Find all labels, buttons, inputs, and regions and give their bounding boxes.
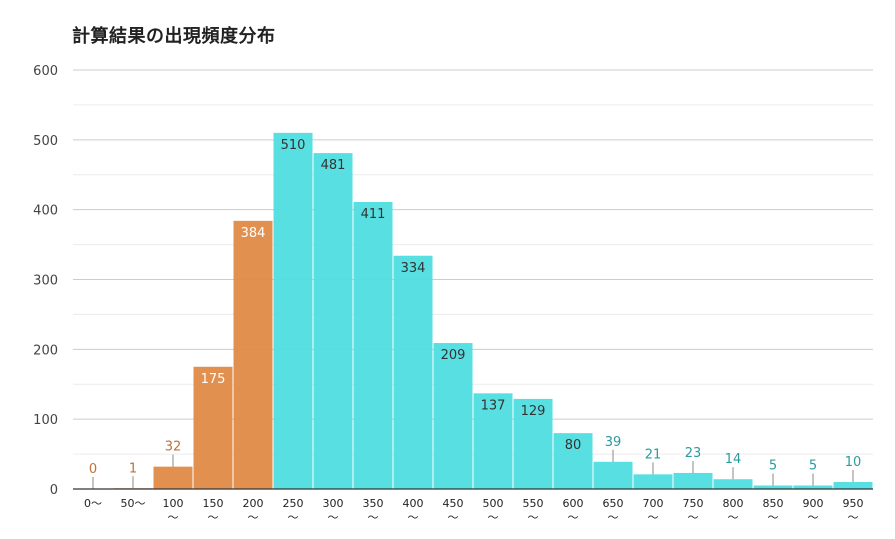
data-label: 0 [89, 462, 97, 477]
data-label: 32 [165, 440, 182, 455]
x-tick-label: 50〜 [121, 497, 146, 510]
data-label: 137 [481, 398, 506, 413]
x-tick-label: 550 〜 [523, 497, 544, 524]
data-label: 481 [321, 158, 346, 173]
x-tick-label: 200 〜 [243, 497, 264, 524]
x-tick-label: 800 〜 [723, 497, 744, 524]
y-axis: 0 100 200 300 400 500 600 [33, 64, 58, 498]
data-label: 21 [645, 447, 662, 462]
data-label: 5 [769, 459, 777, 474]
bar[interactable] [553, 433, 593, 489]
y-tick-label: 600 [33, 64, 58, 79]
data-label: 384 [241, 226, 266, 241]
data-label: 10 [845, 455, 862, 470]
data-label: 23 [685, 446, 702, 461]
x-tick-label: 0〜 [84, 497, 102, 510]
x-tick-label: 400 〜 [403, 497, 424, 524]
y-tick-label: 100 [33, 413, 58, 428]
data-label: 39 [605, 435, 622, 450]
x-tick-label: 700 〜 [643, 497, 664, 524]
bar[interactable] [353, 201, 393, 490]
bar[interactable] [273, 132, 313, 489]
bar[interactable] [193, 366, 233, 489]
data-label: 80 [565, 438, 582, 453]
bar[interactable] [513, 398, 553, 489]
bar[interactable] [753, 485, 793, 489]
data-label: 1 [129, 461, 137, 476]
y-tick-label: 300 [33, 274, 58, 289]
bar[interactable] [633, 474, 673, 489]
data-label: 334 [401, 261, 426, 276]
data-label: 5 [809, 459, 817, 474]
bar[interactable] [313, 153, 353, 489]
data-label: 175 [201, 372, 226, 387]
x-tick-label: 300 〜 [323, 497, 344, 524]
bar[interactable] [433, 343, 473, 489]
x-tick-label: 350 〜 [363, 497, 384, 524]
bar[interactable] [393, 255, 433, 489]
x-tick-label: 600 〜 [563, 497, 584, 524]
data-label: 510 [281, 138, 306, 153]
x-tick-label: 500 〜 [483, 497, 504, 524]
data-label: 209 [441, 348, 466, 363]
bar[interactable] [593, 461, 633, 489]
data-label: 14 [725, 452, 742, 467]
bars [113, 132, 873, 490]
bar[interactable] [793, 485, 833, 489]
x-tick-label: 100 〜 [163, 497, 184, 524]
y-tick-label: 0 [50, 483, 58, 498]
x-tick-label: 850 〜 [763, 497, 784, 524]
bar[interactable] [233, 220, 273, 489]
y-tick-label: 200 [33, 343, 58, 358]
y-tick-label: 500 [33, 134, 58, 149]
x-tick-label: 650 〜 [603, 497, 624, 524]
grid-lines [73, 69, 873, 455]
x-tick-label: 750 〜 [683, 497, 704, 524]
data-label: 129 [521, 404, 546, 419]
x-tick-label: 150 〜 [203, 497, 224, 524]
y-tick-label: 400 [33, 204, 58, 219]
bar[interactable] [833, 482, 873, 489]
bar[interactable] [673, 472, 713, 489]
x-tick-label: 250 〜 [283, 497, 304, 524]
data-label: 411 [361, 207, 386, 222]
bar[interactable] [713, 479, 753, 489]
bar[interactable] [473, 393, 513, 489]
x-tick-label: 900 〜 [803, 497, 824, 524]
chart-title: 計算結果の出現頻度分布 [72, 26, 276, 47]
x-tick-label: 450 〜 [443, 497, 464, 524]
x-axis: 0〜 50〜 100 〜 150 〜 200 〜 250 〜 300 〜 350 〜 400 〜 450 〜 500… [73, 488, 873, 524]
x-tick-label: 950 〜 [843, 497, 864, 524]
bar[interactable] [153, 466, 193, 489]
